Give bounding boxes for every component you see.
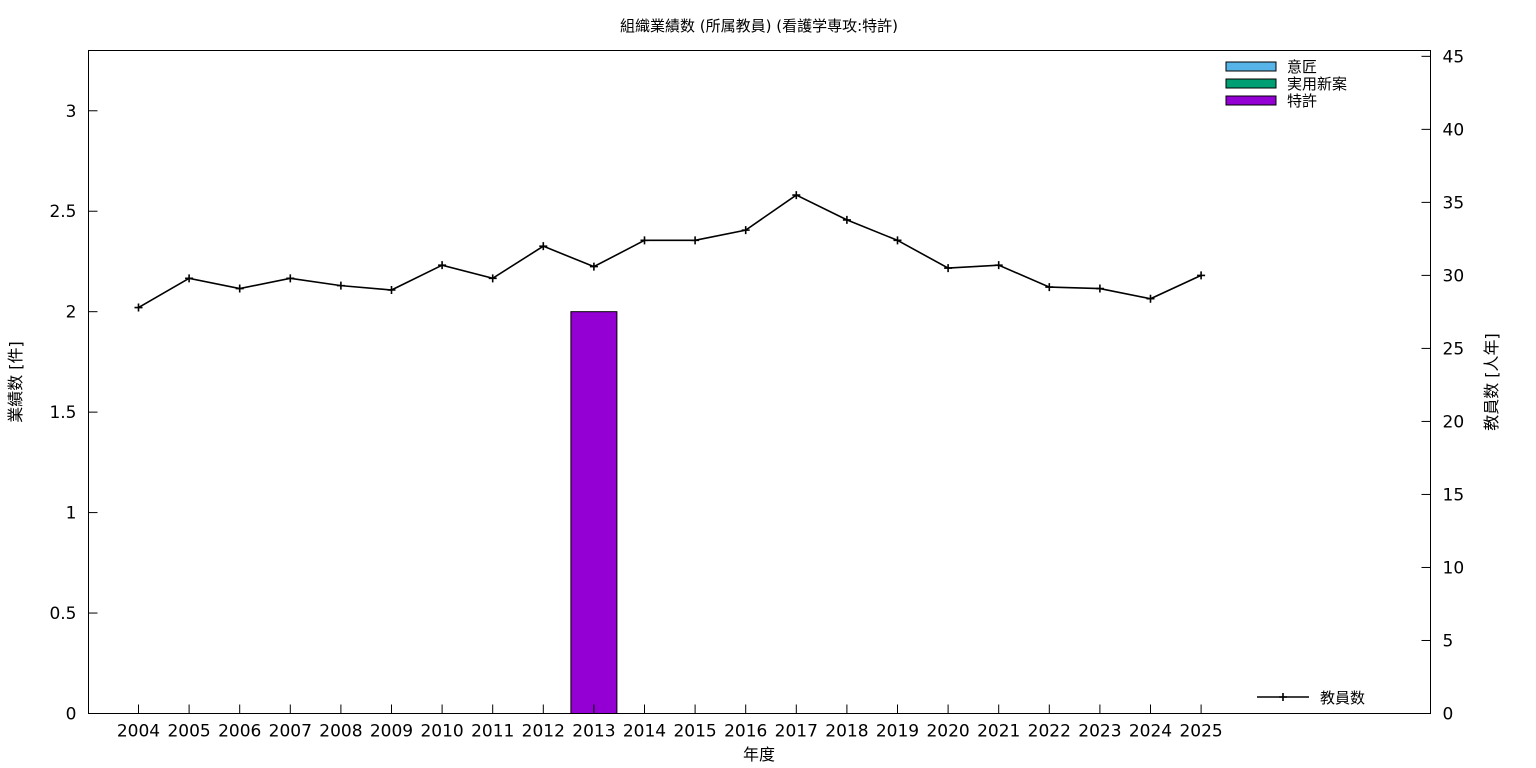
faculty-point bbox=[387, 285, 396, 294]
y2-tick-label: 10 bbox=[1443, 558, 1465, 578]
y-axis-ticks: 0 0.5 1 1.5 2 2.5 3 bbox=[49, 102, 98, 725]
plot-frame bbox=[88, 50, 1431, 714]
x-tick-label: 2008 bbox=[319, 722, 362, 742]
y2-tick-label: 5 bbox=[1443, 631, 1454, 651]
x-axis-label: 年度 bbox=[743, 745, 775, 764]
faculty-point bbox=[792, 191, 801, 200]
x-tick-label: 2023 bbox=[1078, 722, 1121, 742]
x-tick-label: 2022 bbox=[1028, 722, 1071, 742]
faculty-point bbox=[1095, 284, 1104, 293]
faculty-point bbox=[235, 284, 244, 293]
faculty-line-layer bbox=[134, 191, 1206, 312]
bar bbox=[570, 311, 618, 714]
x-tick-label: 2010 bbox=[420, 722, 463, 742]
x-tick-label: 2017 bbox=[775, 722, 818, 742]
y2-tick-label: 20 bbox=[1443, 412, 1465, 432]
line-legend: 教員数 bbox=[1257, 689, 1365, 707]
y2-tick-label: 0 bbox=[1443, 705, 1454, 725]
faculty-count-line bbox=[138, 194, 1202, 309]
y2-tick-label: 45 bbox=[1443, 47, 1465, 67]
y-tick-label: 1.5 bbox=[49, 403, 76, 423]
x-tick-label: 2006 bbox=[218, 722, 261, 742]
y2-axis-label: 教員数 [人年] bbox=[1482, 333, 1501, 431]
y2-tick-label: 35 bbox=[1443, 193, 1465, 213]
y2-tick-label: 40 bbox=[1443, 120, 1465, 140]
faculty-point bbox=[640, 236, 649, 245]
faculty-point bbox=[893, 236, 902, 245]
faculty-point bbox=[185, 274, 194, 283]
x-tick-label: 2025 bbox=[1179, 722, 1222, 742]
chart-title: 組織業績数 (所属教員) (看護学専攻:特許) bbox=[620, 17, 898, 35]
x-tick-label: 2011 bbox=[471, 722, 514, 742]
y-tick-label: 1 bbox=[66, 504, 77, 524]
x-tick-label: 2024 bbox=[1129, 722, 1172, 742]
x-tick-label: 2021 bbox=[977, 722, 1020, 742]
y-axis-label: 業績数 [件] bbox=[6, 341, 25, 423]
x-tick-label: 2007 bbox=[269, 722, 312, 742]
faculty-point bbox=[1146, 294, 1155, 303]
x-tick-label: 2019 bbox=[876, 722, 919, 742]
faculty-point bbox=[691, 236, 700, 245]
legend-label: 教員数 bbox=[1320, 689, 1365, 707]
faculty-point bbox=[741, 226, 750, 235]
y2-tick-label: 30 bbox=[1443, 266, 1465, 286]
y-tick-label: 3 bbox=[66, 102, 77, 122]
x-tick-label: 2015 bbox=[673, 722, 716, 742]
x-tick-label: 2005 bbox=[167, 722, 210, 742]
x-tick-label: 2018 bbox=[825, 722, 868, 742]
x-tick-label: 2012 bbox=[522, 722, 565, 742]
x-tick-label: 2009 bbox=[370, 722, 413, 742]
y2-axis-ticks: 0 5 10 15 20 25 30 35 40 45 bbox=[1421, 47, 1465, 725]
legend-swatch bbox=[1225, 95, 1277, 106]
faculty-point bbox=[488, 274, 497, 283]
legend-swatch bbox=[1225, 61, 1277, 72]
faculty-point bbox=[944, 264, 953, 273]
faculty-point bbox=[286, 274, 295, 283]
faculty-point bbox=[589, 262, 598, 271]
x-tick-label: 2004 bbox=[117, 722, 160, 742]
x-tick-label: 2013 bbox=[572, 722, 615, 742]
y-tick-label: 2.5 bbox=[49, 202, 76, 222]
x-tick-label: 2014 bbox=[623, 722, 666, 742]
y-tick-label: 0.5 bbox=[49, 604, 76, 624]
legend-label: 意匠 bbox=[1287, 58, 1317, 76]
faculty-point bbox=[842, 215, 851, 224]
faculty-point bbox=[438, 261, 447, 270]
legend-label: 特許 bbox=[1287, 92, 1317, 110]
faculty-point bbox=[336, 281, 345, 290]
x-tick-label: 2020 bbox=[926, 722, 969, 742]
x-tick-label: 2016 bbox=[724, 722, 767, 742]
faculty-point bbox=[994, 261, 1003, 270]
faculty-point bbox=[539, 242, 548, 251]
y-tick-label: 2 bbox=[66, 303, 77, 323]
x-axis-ticks: 2004 2005 2006 2007 2008 2009 2010 2011 2012 2013… bbox=[117, 704, 1223, 742]
faculty-point bbox=[1045, 283, 1054, 292]
y2-tick-label: 15 bbox=[1443, 485, 1465, 505]
legend-line-marker bbox=[1279, 693, 1287, 701]
legend-label: 実用新案 bbox=[1287, 75, 1347, 93]
faculty-point bbox=[134, 303, 143, 312]
y2-tick-label: 25 bbox=[1443, 339, 1465, 359]
bars-layer bbox=[570, 311, 618, 714]
faculty-point bbox=[1197, 271, 1206, 280]
legend-swatch bbox=[1225, 78, 1277, 89]
y-tick-label: 0 bbox=[66, 705, 77, 725]
